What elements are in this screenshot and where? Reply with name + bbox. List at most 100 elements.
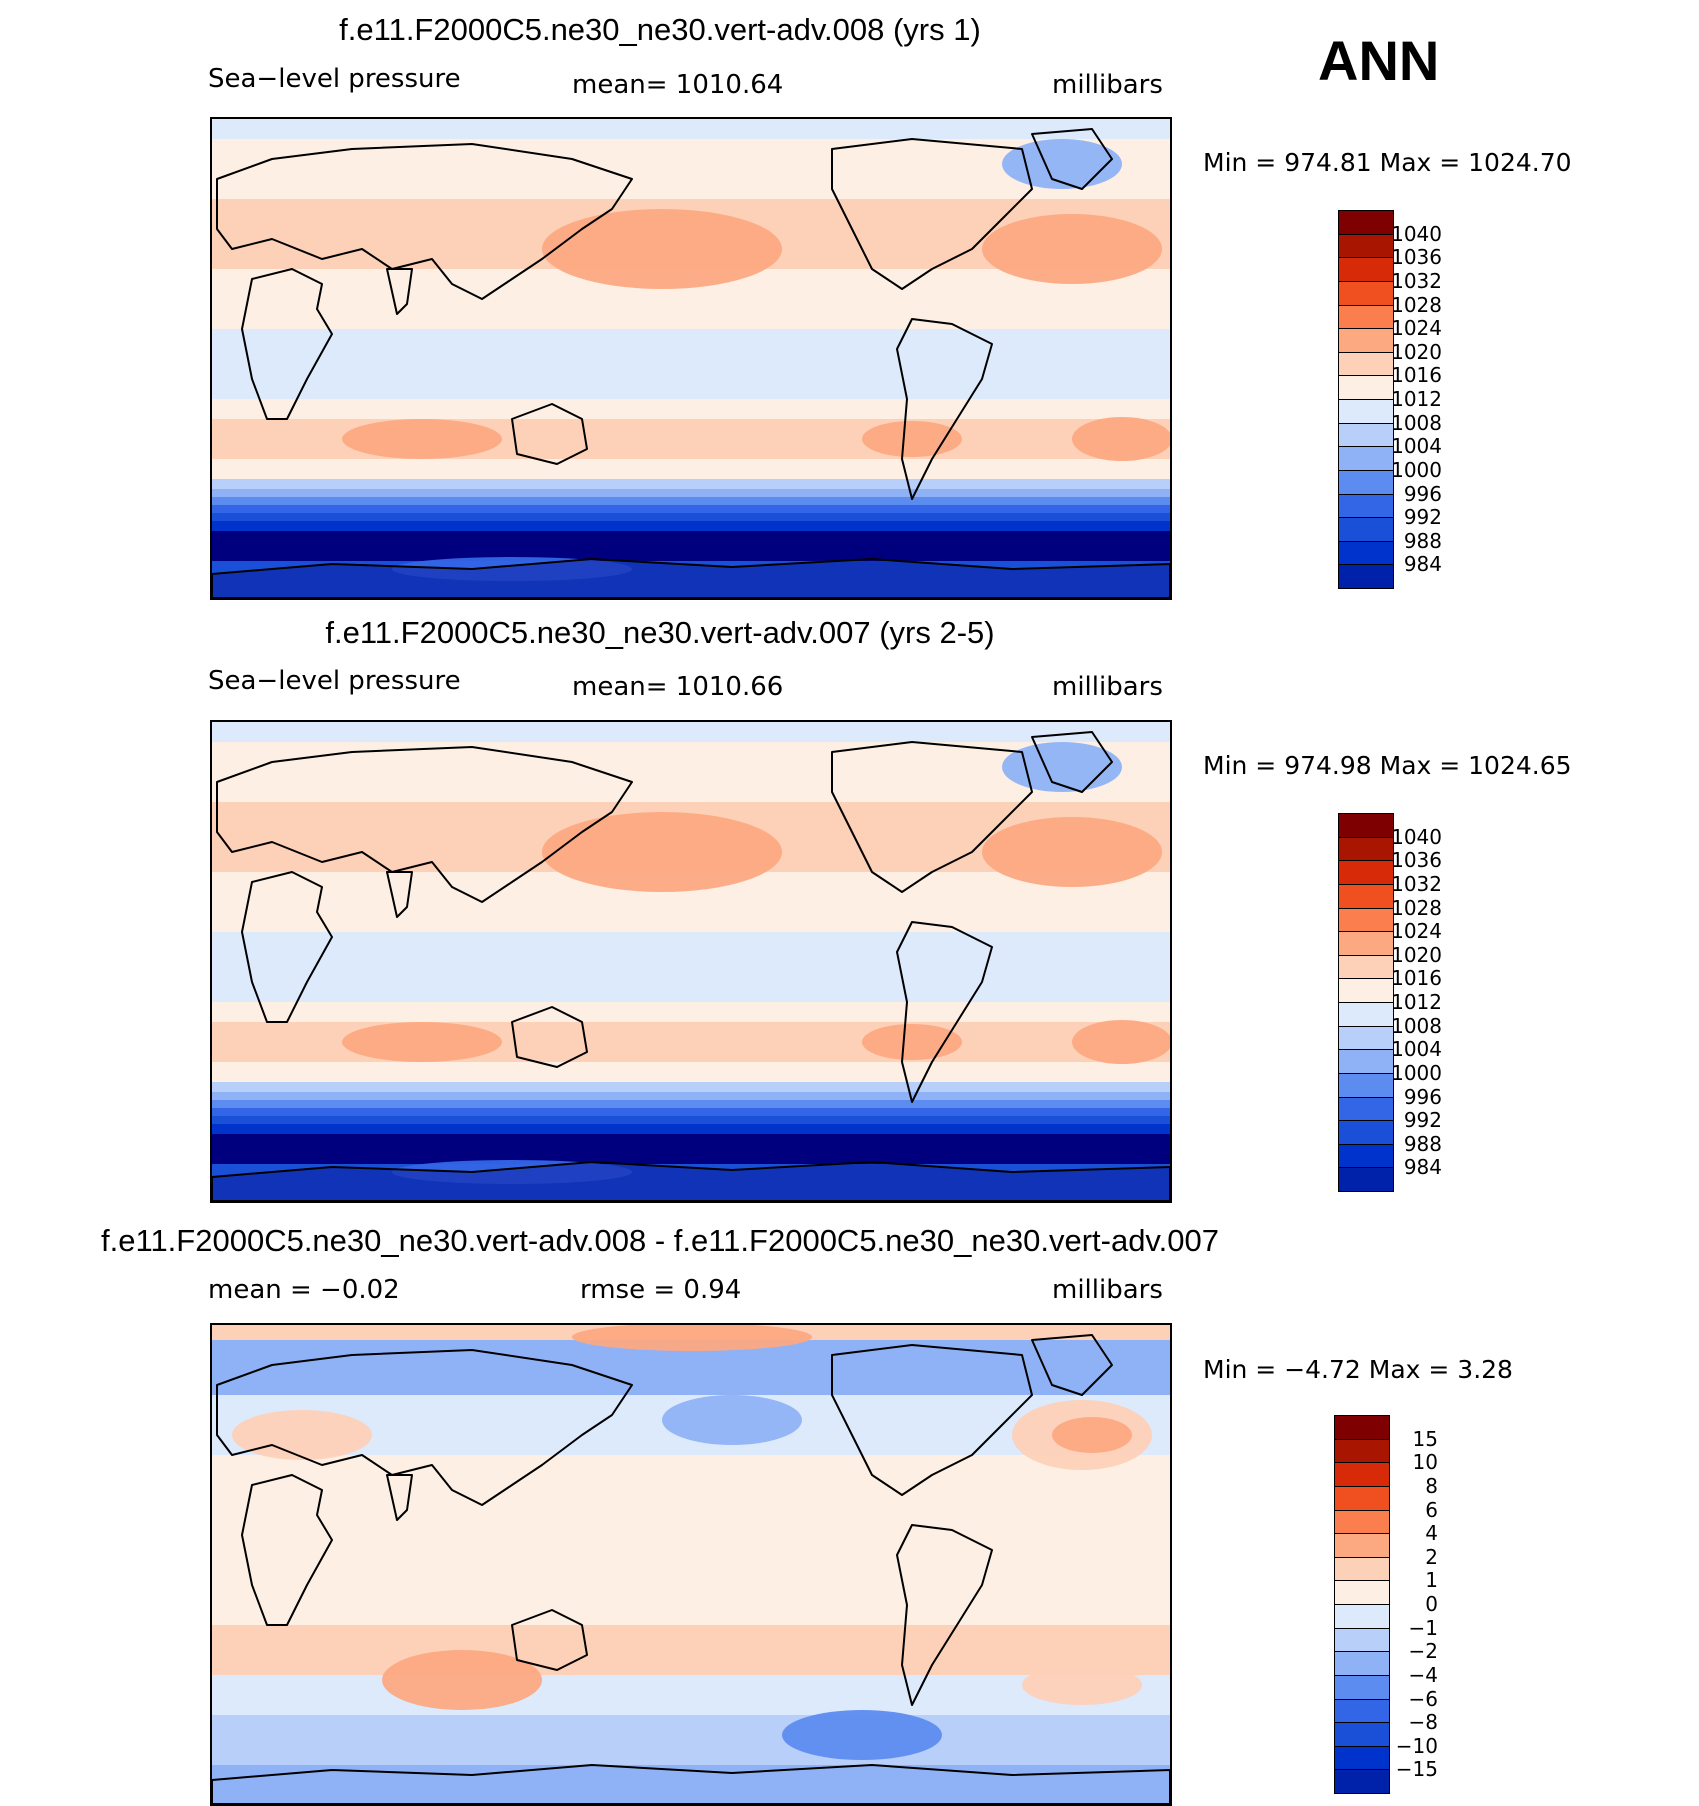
contour-region <box>862 421 962 457</box>
colorbar-tick-label: −1 <box>1408 1615 1438 1640</box>
contour-region <box>1072 1020 1170 1064</box>
contour-band <box>212 1675 1170 1715</box>
colorbar-tick-label: 984 <box>1403 552 1442 577</box>
contour-band <box>212 119 1170 139</box>
colorbar-tick-label: 1016 <box>1391 363 1442 388</box>
colorbar-tick-label: 1036 <box>1391 848 1442 873</box>
colorbar-tick-label: 1024 <box>1391 316 1442 341</box>
colorbar-swatch <box>1334 1556 1390 1582</box>
colorbar-swatch <box>1338 883 1394 909</box>
colorbar-swatch <box>1334 1415 1390 1440</box>
panel-1-variable-label: Sea−level pressure <box>208 64 461 94</box>
colorbar-tick-label: 1 <box>1425 1568 1438 1593</box>
colorbar-tick-label: 0 <box>1425 1592 1438 1616</box>
panel-1-colorbar: 1040 1036 1032 1028 1024 1020 1016 1012 1008 1004… <box>1338 210 1478 589</box>
panel-2-variable-label: Sea−level pressure <box>208 666 461 696</box>
contour-region <box>1002 742 1122 792</box>
colorbar-tick-label: 8 <box>1425 1473 1438 1498</box>
contour-band <box>212 479 1170 489</box>
colorbar-tick-label: 988 <box>1403 528 1442 553</box>
colorbar-swatch <box>1334 1698 1390 1724</box>
colorbar-swatch <box>1334 1509 1390 1535</box>
colorbar-tick-label: 996 <box>1403 481 1442 506</box>
panel-3-rmse-label: rmse = 0.94 <box>580 1275 742 1305</box>
colorbar-swatch <box>1338 304 1394 330</box>
contour-region <box>542 209 782 289</box>
panel-1-minmax: Min = 974.81 Max = 1024.70 <box>1203 148 1572 177</box>
contour-band <box>212 521 1170 531</box>
contour-band <box>212 1134 1170 1164</box>
panel-3-mean-label: mean = −0.02 <box>208 1275 400 1305</box>
contour-region <box>1052 1417 1132 1453</box>
contour-band <box>212 1082 1170 1092</box>
coastline <box>212 558 1170 598</box>
coastline <box>241 268 333 420</box>
contour-band <box>212 722 1170 742</box>
contour-region <box>392 1160 632 1184</box>
panel-2-mean-label: mean= 1010.66 <box>572 672 784 702</box>
coastline <box>1031 1334 1113 1396</box>
coastline <box>896 318 993 500</box>
contour-region <box>1022 1665 1142 1705</box>
contour-region <box>342 419 502 459</box>
contour-band <box>212 1124 1170 1134</box>
colorbar-tick-label: 6 <box>1425 1497 1438 1522</box>
contour-band <box>212 1100 1170 1108</box>
colorbar-swatch <box>1338 517 1394 542</box>
contour-region <box>1002 139 1122 189</box>
contour-region <box>982 817 1162 887</box>
colorbar-tick-label: 1036 <box>1391 245 1442 270</box>
colorbar-swatch <box>1334 1627 1390 1653</box>
colorbar-tick-label: 1028 <box>1391 895 1442 920</box>
colorbar-tick-label: 996 <box>1403 1084 1442 1109</box>
contour-band <box>212 1455 1170 1625</box>
colorbar-tick-label: 1020 <box>1391 339 1442 364</box>
contour-band <box>212 489 1170 497</box>
coastline <box>511 1006 588 1068</box>
colorbar-tick-label: 1040 <box>1391 221 1442 246</box>
panel-2-title: f.e11.F2000C5.ne30_ne30.vert-adv.007 (yr… <box>325 615 995 650</box>
contour-region <box>342 1022 502 1062</box>
colorbar-tick-label: 1016 <box>1391 966 1442 991</box>
coastline <box>896 921 993 1103</box>
colorbar-swatch <box>1338 257 1394 282</box>
season-label: ANN <box>1318 29 1440 92</box>
colorbar-swatch <box>1334 1485 1390 1511</box>
coastline <box>1031 731 1113 793</box>
contour-band <box>212 459 1170 479</box>
coastline <box>511 403 588 465</box>
coastline <box>386 268 413 315</box>
colorbar-swatch <box>1338 564 1394 589</box>
contour-band <box>212 513 1170 521</box>
colorbar-tick-label: 992 <box>1403 1108 1442 1133</box>
contour-band <box>212 932 1170 1002</box>
colorbar-tick-label: 1004 <box>1391 434 1442 459</box>
colorbar-tick-label: 1020 <box>1391 942 1442 967</box>
panel-2-units-label: millibars <box>1052 672 1163 702</box>
colorbar-tick-label: 10 <box>1412 1450 1438 1475</box>
coastline <box>831 138 1033 290</box>
contour-band <box>212 531 1170 561</box>
colorbar-tick-label: 1028 <box>1391 292 1442 317</box>
colorbar-tick-label: −4 <box>1408 1662 1438 1687</box>
contour-region <box>382 1650 542 1710</box>
colorbar-tick-label: 1000 <box>1391 1060 1442 1085</box>
colorbar-tick-label: −6 <box>1408 1686 1438 1711</box>
contour-region <box>662 1395 802 1445</box>
contour-region <box>542 812 782 892</box>
colorbar-swatch <box>1338 1167 1394 1192</box>
colorbar-tick-label: 1004 <box>1391 1037 1442 1062</box>
coastline <box>216 1349 633 1506</box>
colorbar-swatch <box>1338 328 1394 353</box>
panel-2-colorbar: 1040 1036 1032 1028 1024 1020 1016 1012 1008 1004… <box>1338 813 1478 1192</box>
contour-band <box>212 1002 1170 1022</box>
contour-region <box>982 214 1162 284</box>
colorbar-swatch <box>1338 1120 1394 1145</box>
coastline <box>896 1524 993 1706</box>
coastline <box>216 746 633 903</box>
colorbar-swatch <box>1334 1674 1390 1700</box>
contour-band <box>212 1164 1170 1201</box>
colorbar-tick-label: 984 <box>1403 1155 1442 1180</box>
contour-region <box>232 1410 372 1460</box>
colorbar-swatch <box>1338 210 1394 235</box>
